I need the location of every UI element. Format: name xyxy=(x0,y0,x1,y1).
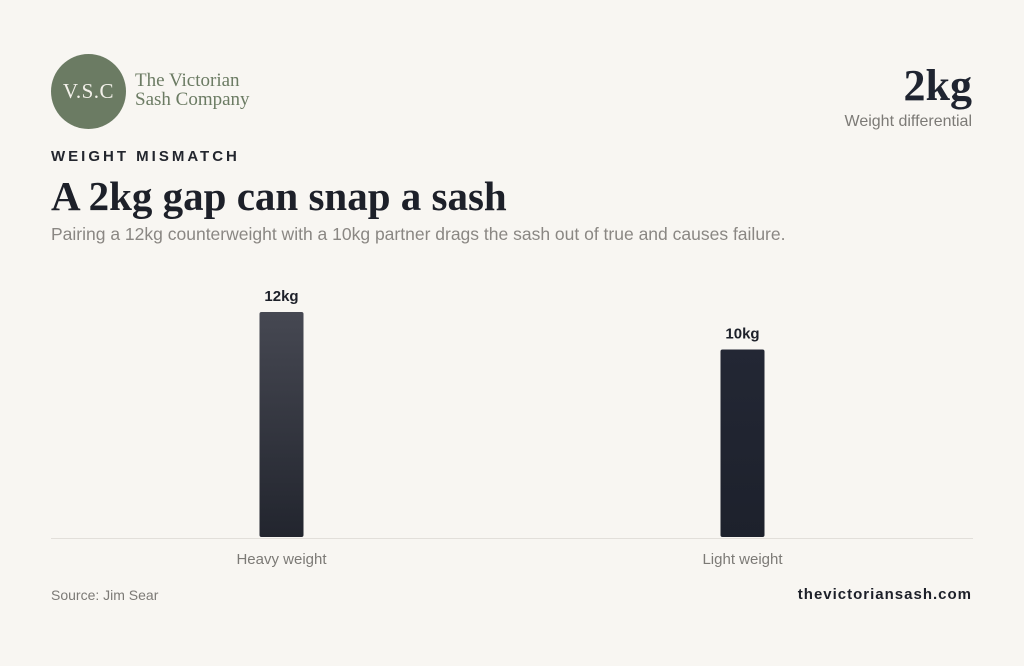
brand-name-line2: Sash Company xyxy=(135,89,250,110)
eyebrow-label: WEIGHT MISMATCH xyxy=(51,148,240,165)
data-label: 10kg xyxy=(725,326,759,343)
page-subtitle: Pairing a 12kg counterweight with a 10kg… xyxy=(51,224,786,244)
brand-name-line1: The Victorian xyxy=(135,70,240,91)
bar-heavy-weight xyxy=(259,312,304,537)
page-title: A 2kg gap can snap a sash xyxy=(51,173,507,219)
data-label: 12kg xyxy=(264,288,298,305)
source-note: Source: Jim Sear xyxy=(51,587,159,603)
brand-monogram-text: V.S.C xyxy=(62,79,115,103)
x-tick-label: Heavy weight xyxy=(236,551,327,568)
kpi-label: Weight differential xyxy=(844,113,972,130)
bar-light-weight xyxy=(720,349,765,537)
brand-name: The Victorian Sash Company xyxy=(135,71,295,109)
x-tick-label: Light weight xyxy=(702,551,783,568)
brand-logo-monogram: V.S.C xyxy=(51,54,126,129)
site-url: thevictoriansash.com xyxy=(797,586,972,603)
kpi-value: 2kg xyxy=(903,61,972,110)
